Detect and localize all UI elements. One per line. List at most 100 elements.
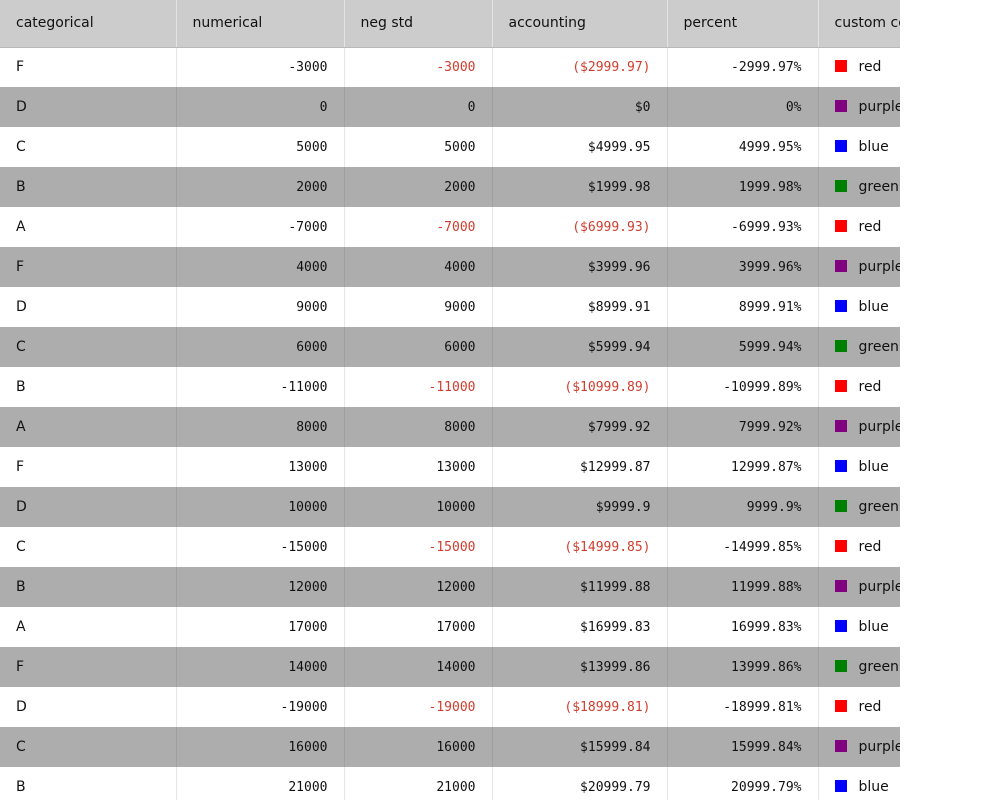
cell-accounting[interactable]: $1999.98 bbox=[492, 167, 668, 207]
column-header-categorical[interactable]: categorical bbox=[0, 0, 177, 48]
cell-neg-std[interactable]: -11000 bbox=[344, 367, 493, 407]
cell-accounting[interactable]: $3999.96 bbox=[492, 247, 668, 287]
cell-numerical[interactable]: 14000 bbox=[176, 647, 345, 687]
cell-numerical[interactable]: 2000 bbox=[176, 167, 345, 207]
cell-numerical[interactable]: -7000 bbox=[176, 207, 345, 247]
cell-percent[interactable]: -18999.81% bbox=[667, 687, 819, 727]
cell-numerical[interactable]: 6000 bbox=[176, 327, 345, 367]
table-row[interactable]: F -3000 -3000 ($2999.97) -2999.97% red bbox=[0, 47, 900, 87]
cell-accounting[interactable]: $20999.79 bbox=[492, 767, 668, 800]
cell-percent[interactable]: 5999.94% bbox=[667, 327, 819, 367]
cell-numerical[interactable]: 17000 bbox=[176, 607, 345, 647]
cell-categorical[interactable]: A bbox=[0, 207, 177, 247]
data-grid-viewport[interactable]: categorical numerical neg std accounting… bbox=[0, 0, 900, 800]
cell-accounting[interactable]: $12999.87 bbox=[492, 447, 668, 487]
cell-categorical[interactable]: D bbox=[0, 87, 177, 127]
cell-categorical[interactable]: F bbox=[0, 47, 177, 87]
cell-custom-color[interactable]: green bbox=[818, 327, 900, 367]
column-header-custom-colors[interactable]: custom colors bbox=[818, 0, 900, 48]
cell-percent[interactable]: 4999.95% bbox=[667, 127, 819, 167]
cell-numerical[interactable]: 5000 bbox=[176, 127, 345, 167]
cell-accounting[interactable]: $13999.86 bbox=[492, 647, 668, 687]
cell-percent[interactable]: 16999.83% bbox=[667, 607, 819, 647]
cell-percent[interactable]: 3999.96% bbox=[667, 247, 819, 287]
cell-percent[interactable]: 7999.92% bbox=[667, 407, 819, 447]
cell-custom-color[interactable]: purple bbox=[818, 87, 900, 127]
cell-custom-color[interactable]: red bbox=[818, 687, 900, 727]
cell-custom-color[interactable]: blue bbox=[818, 607, 900, 647]
table-row[interactable]: D 0 0 $0 0% purple bbox=[0, 87, 900, 127]
cell-numerical[interactable]: 8000 bbox=[176, 407, 345, 447]
cell-neg-std[interactable]: 2000 bbox=[344, 167, 493, 207]
cell-accounting[interactable]: ($18999.81) bbox=[492, 687, 668, 727]
cell-neg-std[interactable]: 6000 bbox=[344, 327, 493, 367]
cell-neg-std[interactable]: -3000 bbox=[344, 47, 493, 87]
table-row[interactable]: B 12000 12000 $11999.88 11999.88% purple bbox=[0, 567, 900, 607]
cell-numerical[interactable]: -3000 bbox=[176, 47, 345, 87]
cell-categorical[interactable]: C bbox=[0, 527, 177, 567]
cell-neg-std[interactable]: -19000 bbox=[344, 687, 493, 727]
cell-custom-color[interactable]: green bbox=[818, 167, 900, 207]
cell-accounting[interactable]: $11999.88 bbox=[492, 567, 668, 607]
cell-categorical[interactable]: C bbox=[0, 127, 177, 167]
cell-custom-color[interactable]: blue bbox=[818, 287, 900, 327]
cell-percent[interactable]: 13999.86% bbox=[667, 647, 819, 687]
cell-numerical[interactable]: 12000 bbox=[176, 567, 345, 607]
table-row[interactable]: F 14000 14000 $13999.86 13999.86% green bbox=[0, 647, 900, 687]
cell-categorical[interactable]: B bbox=[0, 367, 177, 407]
cell-accounting[interactable]: $0 bbox=[492, 87, 668, 127]
table-row[interactable]: C 5000 5000 $4999.95 4999.95% blue bbox=[0, 127, 900, 167]
cell-neg-std[interactable]: 10000 bbox=[344, 487, 493, 527]
cell-percent[interactable]: -14999.85% bbox=[667, 527, 819, 567]
cell-categorical[interactable]: F bbox=[0, 247, 177, 287]
cell-accounting[interactable]: ($14999.85) bbox=[492, 527, 668, 567]
cell-percent[interactable]: 15999.84% bbox=[667, 727, 819, 767]
cell-custom-color[interactable]: red bbox=[818, 207, 900, 247]
cell-categorical[interactable]: D bbox=[0, 687, 177, 727]
cell-categorical[interactable]: C bbox=[0, 327, 177, 367]
cell-neg-std[interactable]: 9000 bbox=[344, 287, 493, 327]
cell-categorical[interactable]: C bbox=[0, 727, 177, 767]
cell-custom-color[interactable]: purple bbox=[818, 727, 900, 767]
cell-percent[interactable]: -2999.97% bbox=[667, 47, 819, 87]
cell-neg-std[interactable]: 21000 bbox=[344, 767, 493, 800]
cell-neg-std[interactable]: 14000 bbox=[344, 647, 493, 687]
cell-percent[interactable]: 9999.9% bbox=[667, 487, 819, 527]
cell-accounting[interactable]: $15999.84 bbox=[492, 727, 668, 767]
cell-custom-color[interactable]: green bbox=[818, 487, 900, 527]
table-row[interactable]: B -11000 -11000 ($10999.89) -10999.89% red bbox=[0, 367, 900, 407]
cell-custom-color[interactable]: purple bbox=[818, 567, 900, 607]
cell-custom-color[interactable]: blue bbox=[818, 447, 900, 487]
cell-neg-std[interactable]: 8000 bbox=[344, 407, 493, 447]
cell-categorical[interactable]: F bbox=[0, 647, 177, 687]
cell-numerical[interactable]: 10000 bbox=[176, 487, 345, 527]
cell-numerical[interactable]: 9000 bbox=[176, 287, 345, 327]
cell-custom-color[interactable]: blue bbox=[818, 767, 900, 800]
table-row[interactable]: F 4000 4000 $3999.96 3999.96% purple bbox=[0, 247, 900, 287]
cell-categorical[interactable]: B bbox=[0, 567, 177, 607]
cell-percent[interactable]: -10999.89% bbox=[667, 367, 819, 407]
cell-neg-std[interactable]: 12000 bbox=[344, 567, 493, 607]
table-row[interactable]: A 8000 8000 $7999.92 7999.92% purple bbox=[0, 407, 900, 447]
cell-percent[interactable]: 1999.98% bbox=[667, 167, 819, 207]
cell-categorical[interactable]: F bbox=[0, 447, 177, 487]
cell-percent[interactable]: 0% bbox=[667, 87, 819, 127]
cell-categorical[interactable]: D bbox=[0, 487, 177, 527]
cell-categorical[interactable]: B bbox=[0, 767, 177, 800]
cell-accounting[interactable]: ($2999.97) bbox=[492, 47, 668, 87]
cell-accounting[interactable]: $9999.9 bbox=[492, 487, 668, 527]
cell-accounting[interactable]: $16999.83 bbox=[492, 607, 668, 647]
cell-numerical[interactable]: -15000 bbox=[176, 527, 345, 567]
cell-categorical[interactable]: A bbox=[0, 607, 177, 647]
table-row[interactable]: C 6000 6000 $5999.94 5999.94% green bbox=[0, 327, 900, 367]
cell-neg-std[interactable]: 16000 bbox=[344, 727, 493, 767]
cell-numerical[interactable]: 16000 bbox=[176, 727, 345, 767]
cell-numerical[interactable]: -19000 bbox=[176, 687, 345, 727]
cell-custom-color[interactable]: red bbox=[818, 47, 900, 87]
cell-percent[interactable]: 20999.79% bbox=[667, 767, 819, 800]
cell-custom-color[interactable]: red bbox=[818, 367, 900, 407]
table-row[interactable]: D 10000 10000 $9999.9 9999.9% green bbox=[0, 487, 900, 527]
cell-accounting[interactable]: $8999.91 bbox=[492, 287, 668, 327]
table-row[interactable]: B 2000 2000 $1999.98 1999.98% green bbox=[0, 167, 900, 207]
cell-custom-color[interactable]: green bbox=[818, 647, 900, 687]
